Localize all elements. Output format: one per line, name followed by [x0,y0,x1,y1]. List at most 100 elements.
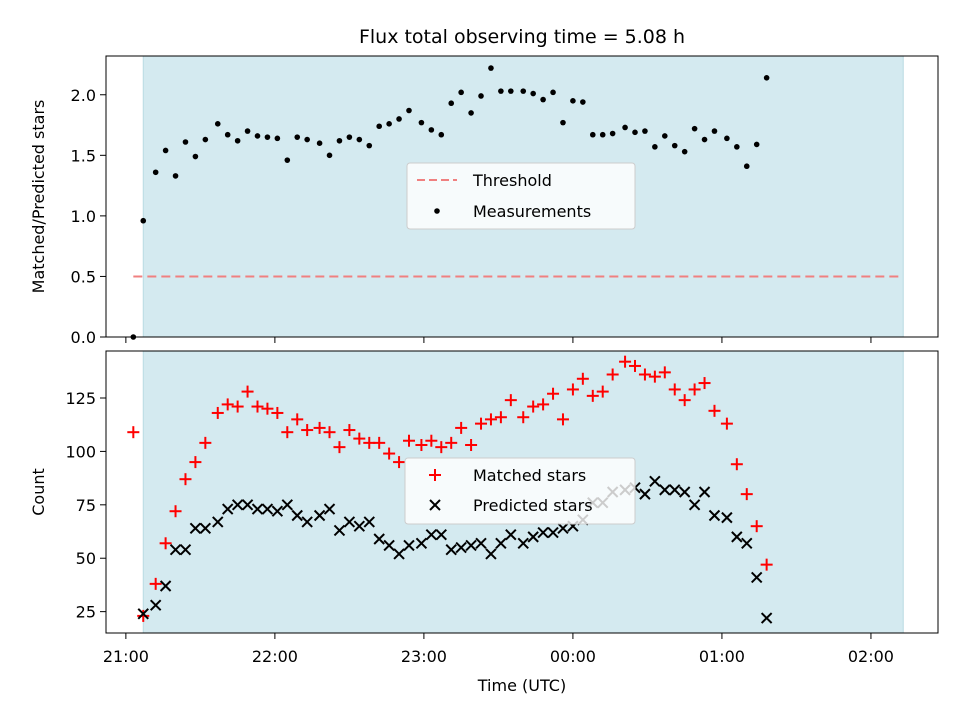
matched-star-point [547,387,560,400]
x-tick-label: 00:00 [550,647,596,666]
matched-star-point [596,385,609,398]
measurement-point [642,128,648,134]
measurement-point [763,75,770,81]
measurement-point [448,100,455,107]
predicted-star-point [313,509,326,522]
measurement-point [691,125,698,132]
matched-star-point [241,385,254,398]
matched-star-point [698,377,711,390]
y-tick-label: 0.5 [71,267,96,286]
measurement-point [162,147,169,154]
measurement-point [609,130,616,137]
predicted-star-point [708,509,721,522]
measurement-point [224,131,231,138]
predicted-star-point [435,529,447,541]
matched-star-point [393,456,406,469]
measurement-point [570,98,576,104]
matched-star-point [159,537,172,550]
legend-label-measurements: Measurements [473,202,591,221]
matched-star-point [221,398,234,411]
predicted-star-point [425,529,438,541]
matched-star-point [211,406,224,419]
legend: Threshold Measurements [406,162,636,230]
matched-star-point [415,439,428,451]
predicted-star-point [149,599,162,611]
measurement-point [478,93,484,99]
measurement-point [386,121,392,127]
matched-star-point [638,368,651,381]
y-tick-label: 75 [76,496,96,515]
matched-star-point [465,439,478,451]
measurement-point [438,131,445,138]
predicted-star-point [698,486,711,498]
matched-star-point [629,359,642,372]
predicted-star-point [281,499,294,511]
matched-star-point [435,441,448,454]
matched-star-point [556,413,569,426]
matched-star-point [251,400,264,413]
matched-star-point [231,400,244,413]
y-tick-label: 1.5 [71,146,96,165]
predicted-star-point [251,503,264,515]
measurement-point [468,110,474,116]
matched-star-point [149,577,162,590]
predicted-star-point [688,499,701,511]
measurement-point [346,134,353,140]
measurement-point [632,129,638,136]
measurement-point [701,136,708,143]
predicted-star-point [485,548,497,560]
measurement-point [622,124,628,131]
measurement-point [681,148,688,155]
measurement-point [540,96,546,103]
predicted-star-point [383,539,395,552]
measurement-point [326,152,333,159]
predicted-star-point [271,505,284,517]
matched-star-point [504,394,517,407]
measurement-point [671,142,678,149]
predicted-star-point [231,499,244,511]
predicted-star-point [179,543,192,556]
legend-box [406,162,636,230]
matched-star-point [313,421,326,434]
measurement-point [376,123,382,130]
predicted-star-point [159,580,172,592]
matched-star-point [445,436,458,449]
predicted-star-point [137,608,149,620]
matched-star-point [537,398,550,411]
matched-star-point [383,447,396,460]
matched-star-point [333,441,346,454]
predicted-star-point [547,526,559,539]
legend-box [404,457,636,525]
predicted-star-point [241,499,254,511]
measurement-point [366,142,373,149]
x-marker [429,499,441,511]
measurement-point [743,163,750,170]
measurement-point [498,88,504,94]
chart-title: Flux total observing time = 5.08 h [359,26,685,48]
matched-star-point [494,411,507,424]
x-tick-label: 22:00 [252,647,298,666]
matched-star-point [291,413,304,426]
y-tick-label: 0.0 [71,328,96,347]
measurement-point [599,131,606,138]
matched-star-point [425,434,438,447]
measurement-point [284,157,291,163]
measurement-point [140,217,147,224]
y-tick-label: 1.0 [71,207,96,226]
measurement-point [508,88,514,94]
predicted-star-point [750,571,763,584]
measurement-point [520,88,527,94]
matched-star-point [576,372,589,385]
measurement-point [152,169,159,176]
predicted-star-point [261,503,274,515]
matched-star-point [619,355,632,368]
matched-star-point [750,520,763,533]
x-tick-label: 23:00 [401,647,447,666]
measurement-point [336,137,343,144]
predicted-star-point [363,516,375,528]
measurement-point [274,135,281,142]
legend-label-matched: Matched stars [473,466,586,485]
measurement-point [550,89,556,96]
predicted-star-point [445,543,457,556]
y-tick-label: 125 [65,389,96,408]
